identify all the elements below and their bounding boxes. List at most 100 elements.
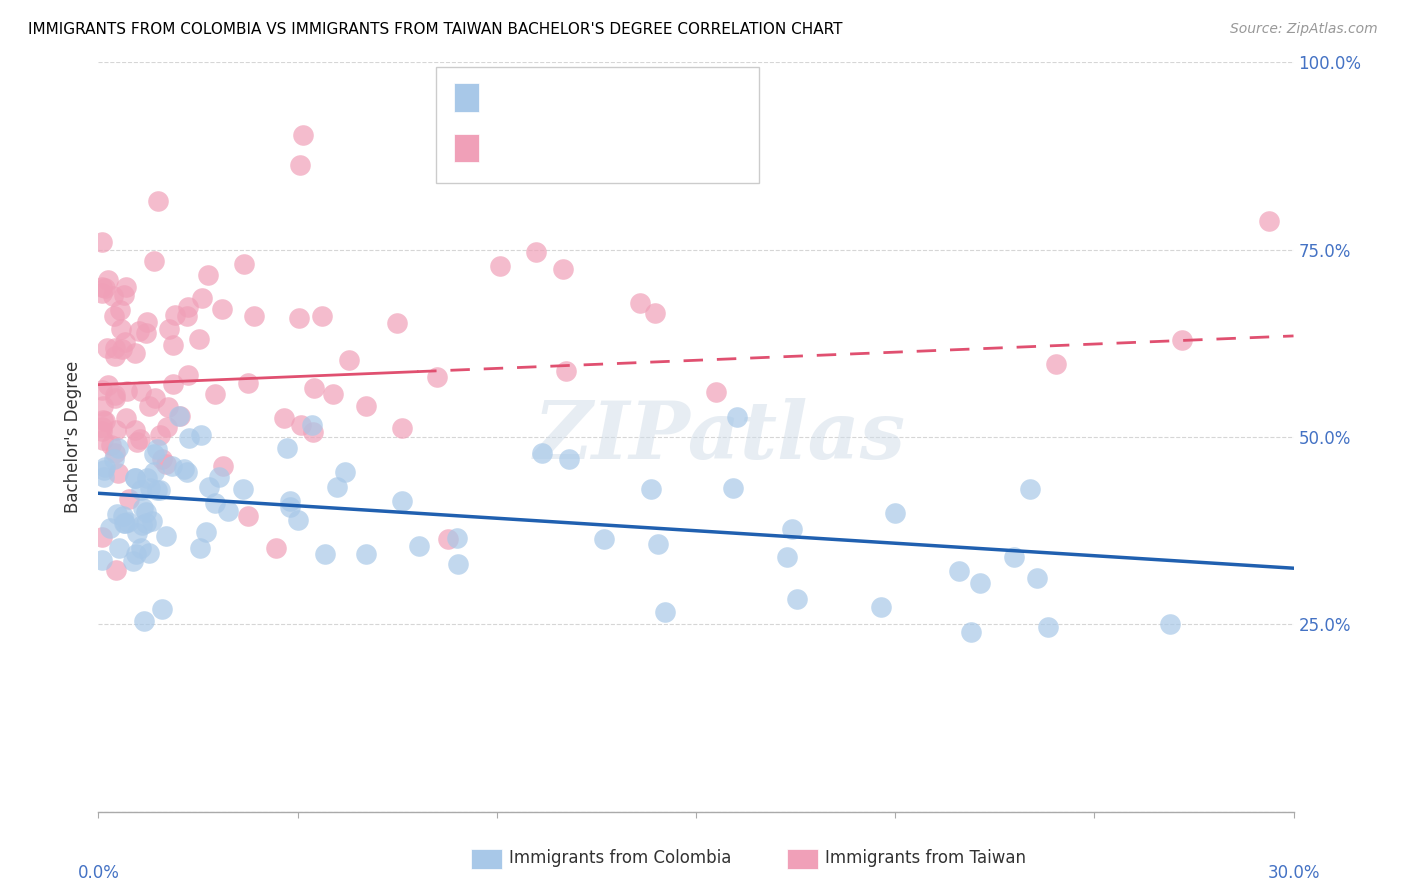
Point (654, 605, 676, 619)
Point (169, 409, 191, 424)
Point (555, 363, 578, 377)
Point (91, 419, 114, 434)
Point (531, 446, 554, 460)
Point (150, 451, 173, 466)
Point (149, 483, 172, 497)
Point (628, 296, 651, 310)
Point (204, 386, 226, 401)
Point (93, 281, 115, 295)
Point (391, 494, 413, 508)
Point (97, 378, 120, 392)
Point (112, 288, 135, 302)
Point (162, 338, 184, 352)
Point (143, 391, 166, 405)
Point (115, 280, 138, 294)
Point (146, 442, 169, 456)
Point (96, 341, 118, 355)
Text: 0.049: 0.049 (530, 139, 586, 157)
Point (1045, 357, 1067, 371)
Point (104, 392, 127, 406)
Point (195, 524, 218, 539)
Point (870, 599, 893, 614)
Point (138, 400, 160, 414)
Point (1171, 333, 1194, 347)
Point (176, 309, 198, 323)
Point (204, 496, 226, 510)
Point (94, 414, 117, 428)
Point (266, 541, 288, 555)
Point (101, 289, 124, 303)
Point (163, 309, 186, 323)
Point (134, 614, 156, 628)
Point (238, 509, 260, 524)
Point (302, 425, 325, 439)
Point (141, 515, 163, 529)
Point (91, 424, 114, 438)
Point (647, 537, 669, 551)
Point (190, 428, 212, 442)
Point (91, 383, 114, 397)
Point (146, 483, 169, 497)
Point (136, 471, 159, 485)
Point (135, 326, 157, 340)
Point (114, 516, 136, 531)
Point (91, 400, 114, 414)
Point (782, 522, 804, 536)
Point (1025, 572, 1047, 586)
Point (446, 532, 468, 546)
Point (640, 482, 662, 496)
Point (191, 291, 214, 305)
Point (553, 261, 575, 276)
Point (278, 500, 301, 514)
Y-axis label: Bachelor's Degree: Bachelor's Degree (65, 361, 83, 513)
Point (142, 253, 165, 268)
Point (103, 309, 125, 323)
Point (124, 471, 146, 485)
Point (105, 423, 128, 437)
Text: R =: R = (488, 89, 527, 107)
Point (135, 516, 157, 530)
Point (288, 310, 311, 325)
Point (408, 539, 430, 553)
Point (188, 541, 211, 555)
Point (124, 423, 146, 437)
Point (177, 432, 200, 446)
Point (959, 625, 981, 640)
Point (111, 343, 134, 357)
Point (723, 481, 745, 495)
Point (100, 438, 122, 452)
Point (162, 376, 184, 391)
Point (354, 547, 377, 561)
Text: Source: ZipAtlas.com: Source: ZipAtlas.com (1230, 22, 1378, 37)
Point (426, 370, 449, 384)
Point (107, 442, 129, 456)
Point (354, 399, 377, 413)
Point (124, 547, 146, 561)
Point (243, 310, 266, 324)
Point (273, 410, 295, 425)
Point (489, 259, 512, 273)
Text: IMMIGRANTS FROM COLOMBIA VS IMMIGRANTS FROM TAIWAN BACHELOR'S DEGREE CORRELATION: IMMIGRANTS FROM COLOMBIA VS IMMIGRANTS F… (28, 22, 842, 37)
Point (276, 442, 298, 456)
Point (150, 602, 173, 616)
Point (93, 470, 115, 484)
Point (129, 483, 152, 497)
Point (177, 368, 200, 383)
Point (198, 480, 221, 494)
Point (124, 345, 146, 359)
Point (114, 334, 136, 349)
Point (91, 235, 114, 250)
Point (288, 158, 311, 172)
Point (91, 530, 114, 544)
Text: 30.0%: 30.0% (1267, 864, 1320, 882)
Point (132, 501, 155, 516)
Point (93, 460, 115, 475)
Point (287, 513, 309, 527)
Point (138, 546, 160, 560)
Point (107, 466, 129, 480)
Point (98, 521, 121, 535)
Point (160, 458, 183, 473)
Point (91, 413, 114, 427)
Point (311, 309, 333, 323)
Point (233, 257, 256, 271)
